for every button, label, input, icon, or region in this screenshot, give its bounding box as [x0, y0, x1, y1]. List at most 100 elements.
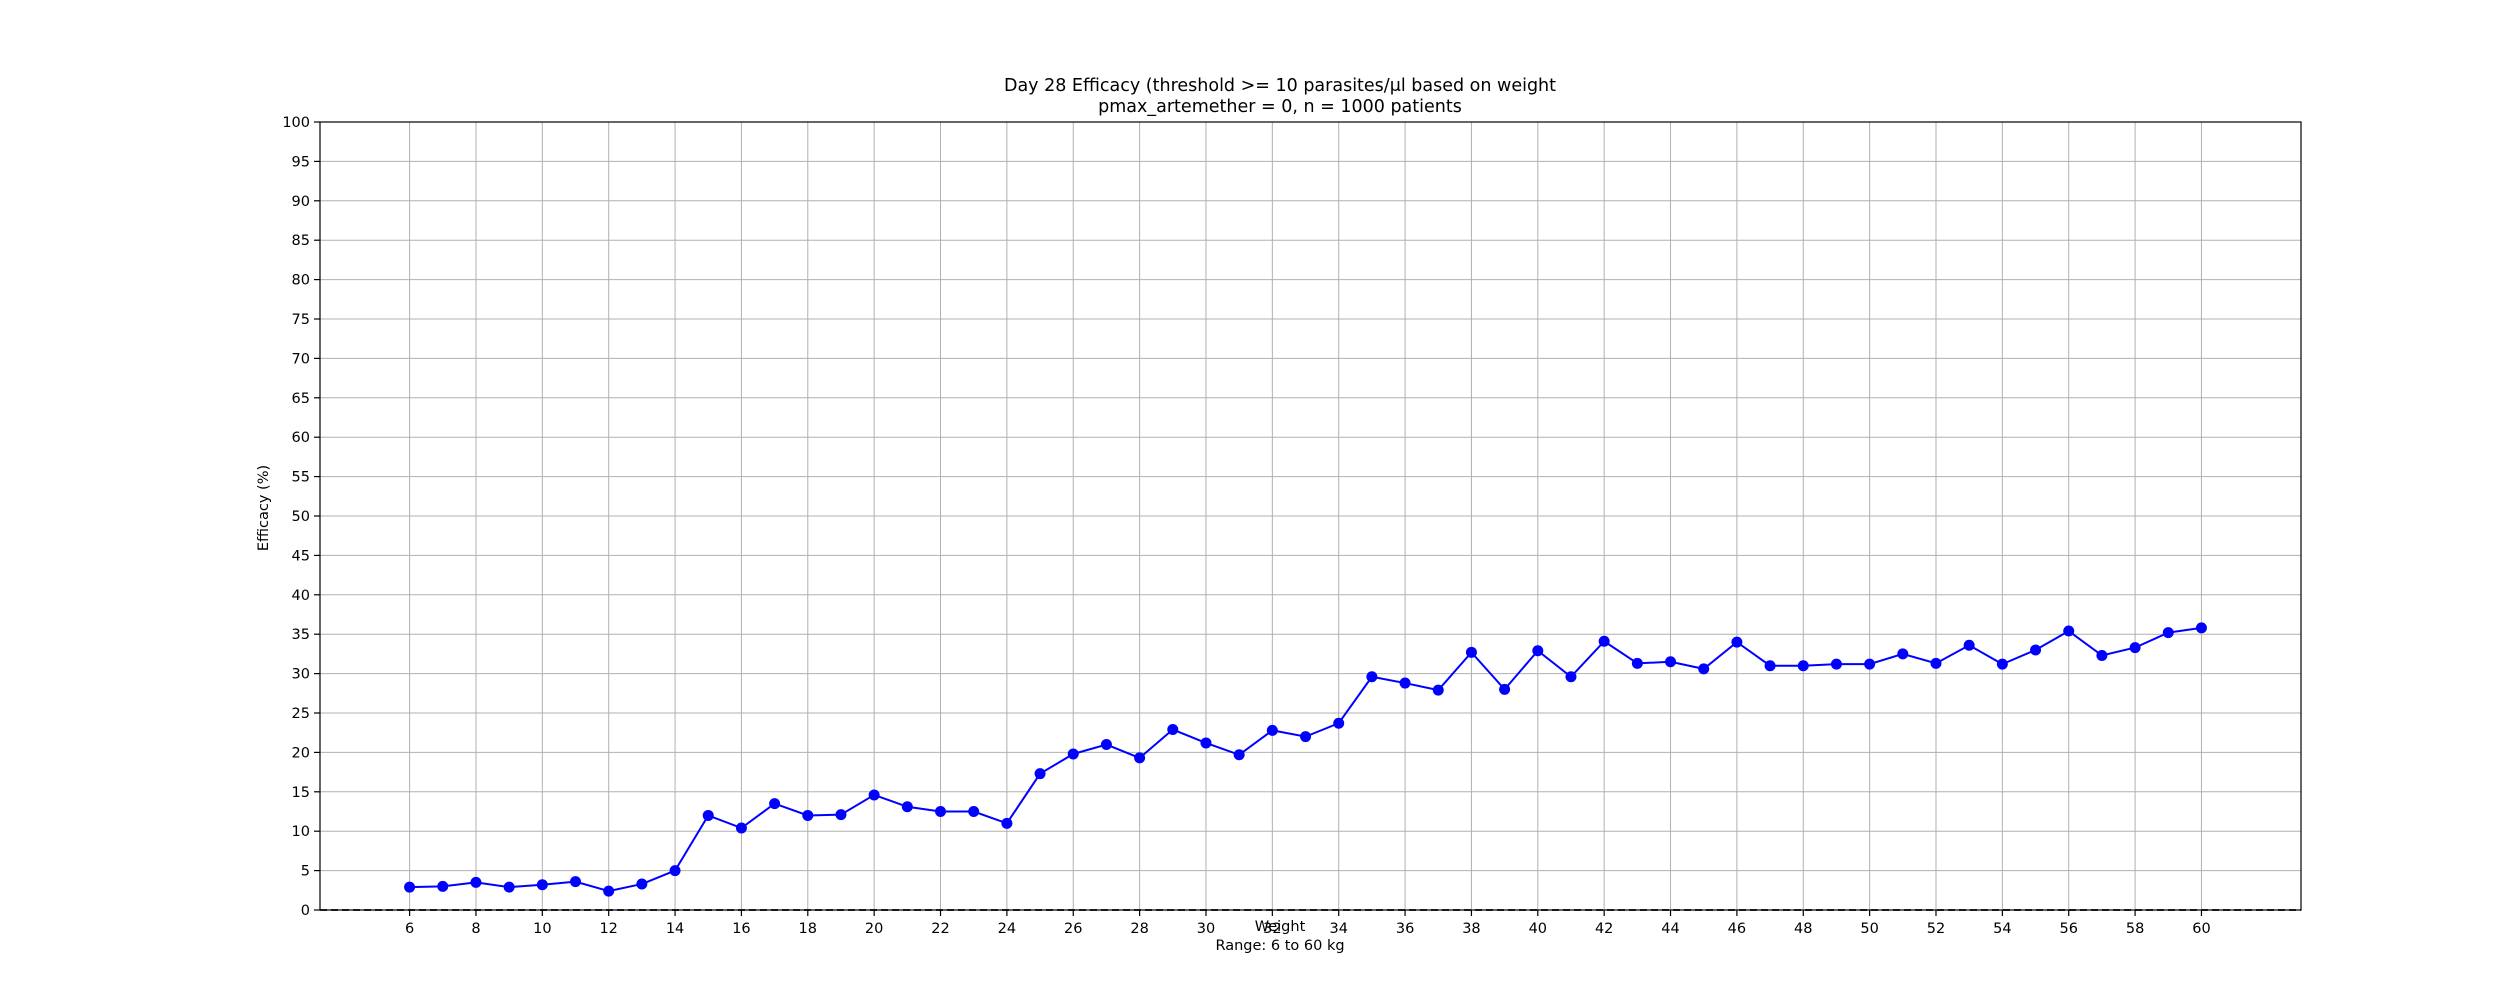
data-point [536, 879, 548, 891]
y-tick-label: 55 [292, 470, 310, 486]
data-point [1897, 648, 1909, 660]
x-tick-label: 6 [405, 921, 414, 937]
data-point [1200, 737, 1212, 749]
x-tick-label: 50 [1860, 921, 1878, 937]
y-tick-label: 65 [292, 391, 310, 407]
data-point [1631, 657, 1643, 669]
x-tick-label: 18 [799, 921, 817, 937]
x-tick-label: 56 [2059, 921, 2077, 937]
x-tick-label: 44 [1661, 921, 1679, 937]
data-point [636, 878, 648, 890]
data-point [1034, 768, 1046, 780]
data-point [802, 809, 814, 821]
x-tick-label: 14 [666, 921, 684, 937]
chart-title-line-2: pmax_artemether = 0, n = 1000 patients [1098, 97, 1462, 117]
data-point [1001, 817, 1013, 829]
x-tick-label: 24 [998, 921, 1016, 937]
x-tick-label: 22 [931, 921, 949, 937]
x-tick-label: 36 [1396, 921, 1414, 937]
x-tick-label: 60 [2192, 921, 2210, 937]
data-point [1067, 748, 1079, 760]
x-tick-label: 8 [471, 921, 480, 937]
x-tick-label: 38 [1462, 921, 1480, 937]
x-tick-label: 30 [1197, 921, 1215, 937]
data-point [1930, 657, 1942, 669]
x-tick-label: 40 [1529, 921, 1547, 937]
y-tick-label: 40 [292, 588, 310, 604]
data-point [1333, 717, 1345, 729]
data-point [2129, 642, 2141, 654]
x-tick-label: 48 [1794, 921, 1812, 937]
grid-lines [320, 121, 2301, 911]
data-point [1532, 645, 1544, 657]
data-point [1698, 663, 1710, 675]
data-point [769, 798, 781, 810]
data-point [2195, 622, 2207, 634]
y-tick-label: 60 [292, 430, 310, 446]
y-tick-label: 80 [292, 273, 310, 289]
y-tick-label: 0 [301, 903, 310, 919]
y-tick-label: 5 [301, 864, 310, 880]
y-tick-label: 100 [282, 115, 310, 131]
y-tick-label: 95 [292, 154, 310, 170]
x-tick-label: 20 [865, 921, 883, 937]
y-tick-label: 75 [292, 312, 310, 328]
x-tick-label: 26 [1064, 921, 1082, 937]
data-point [1764, 660, 1776, 672]
y-tick-label: 25 [292, 706, 310, 722]
data-point [1465, 646, 1477, 658]
data-point [1598, 635, 1610, 647]
data-point [835, 809, 847, 821]
data-point [1432, 684, 1444, 696]
x-tick-label: 42 [1595, 921, 1613, 937]
data-point [570, 876, 582, 888]
data-point [1266, 724, 1278, 736]
x-tick-label: 28 [1130, 921, 1148, 937]
data-point [968, 806, 980, 817]
x-tick-label: 58 [2126, 921, 2144, 937]
y-tick-label: 35 [292, 627, 310, 643]
data-point [1797, 660, 1809, 672]
x-axis-sublabel: Range: 6 to 60 kg [1215, 938, 1344, 954]
y-tick-label: 10 [292, 824, 310, 840]
data-point [901, 801, 913, 813]
y-tick-label: 85 [292, 233, 310, 249]
data-point [935, 806, 947, 817]
data-point [1134, 752, 1146, 764]
y-tick-label: 15 [292, 785, 310, 801]
data-point [669, 865, 681, 877]
data-point [2063, 625, 2075, 637]
data-point [1864, 658, 1876, 670]
data-point [1366, 671, 1378, 683]
data-point [1100, 739, 1112, 751]
y-tick-label: 50 [292, 509, 310, 525]
series-layer [404, 622, 2207, 897]
chart-title-line-1: Day 28 Efficacy (threshold >= 10 parasit… [1004, 76, 1556, 96]
data-point [735, 822, 747, 834]
data-point [603, 885, 615, 897]
y-tick-label: 70 [292, 351, 310, 367]
x-tick-label: 46 [1728, 921, 1746, 937]
y-tick-label: 20 [292, 745, 310, 761]
data-point [1233, 749, 1245, 761]
data-point [1300, 731, 1312, 743]
data-point [1731, 636, 1743, 648]
x-tick-label: 34 [1329, 921, 1347, 937]
x-tick-label: 54 [1993, 921, 2011, 937]
data-point [2096, 649, 2108, 661]
data-point [1499, 683, 1511, 695]
data-point [437, 880, 449, 892]
x-tick-label: 10 [533, 921, 551, 937]
x-tick-label: 16 [732, 921, 750, 937]
x-tick-label: 12 [599, 921, 617, 937]
data-point [1167, 724, 1179, 736]
data-point [1996, 658, 2008, 670]
data-point [1565, 671, 1577, 683]
y-tick-label: 30 [292, 667, 310, 683]
x-axis-label: Weight [1255, 919, 1306, 935]
data-point [1963, 639, 1975, 651]
data-point [1830, 658, 1842, 670]
y-tick-label: 45 [292, 548, 310, 564]
x-tick-label: 32 [1263, 921, 1281, 937]
